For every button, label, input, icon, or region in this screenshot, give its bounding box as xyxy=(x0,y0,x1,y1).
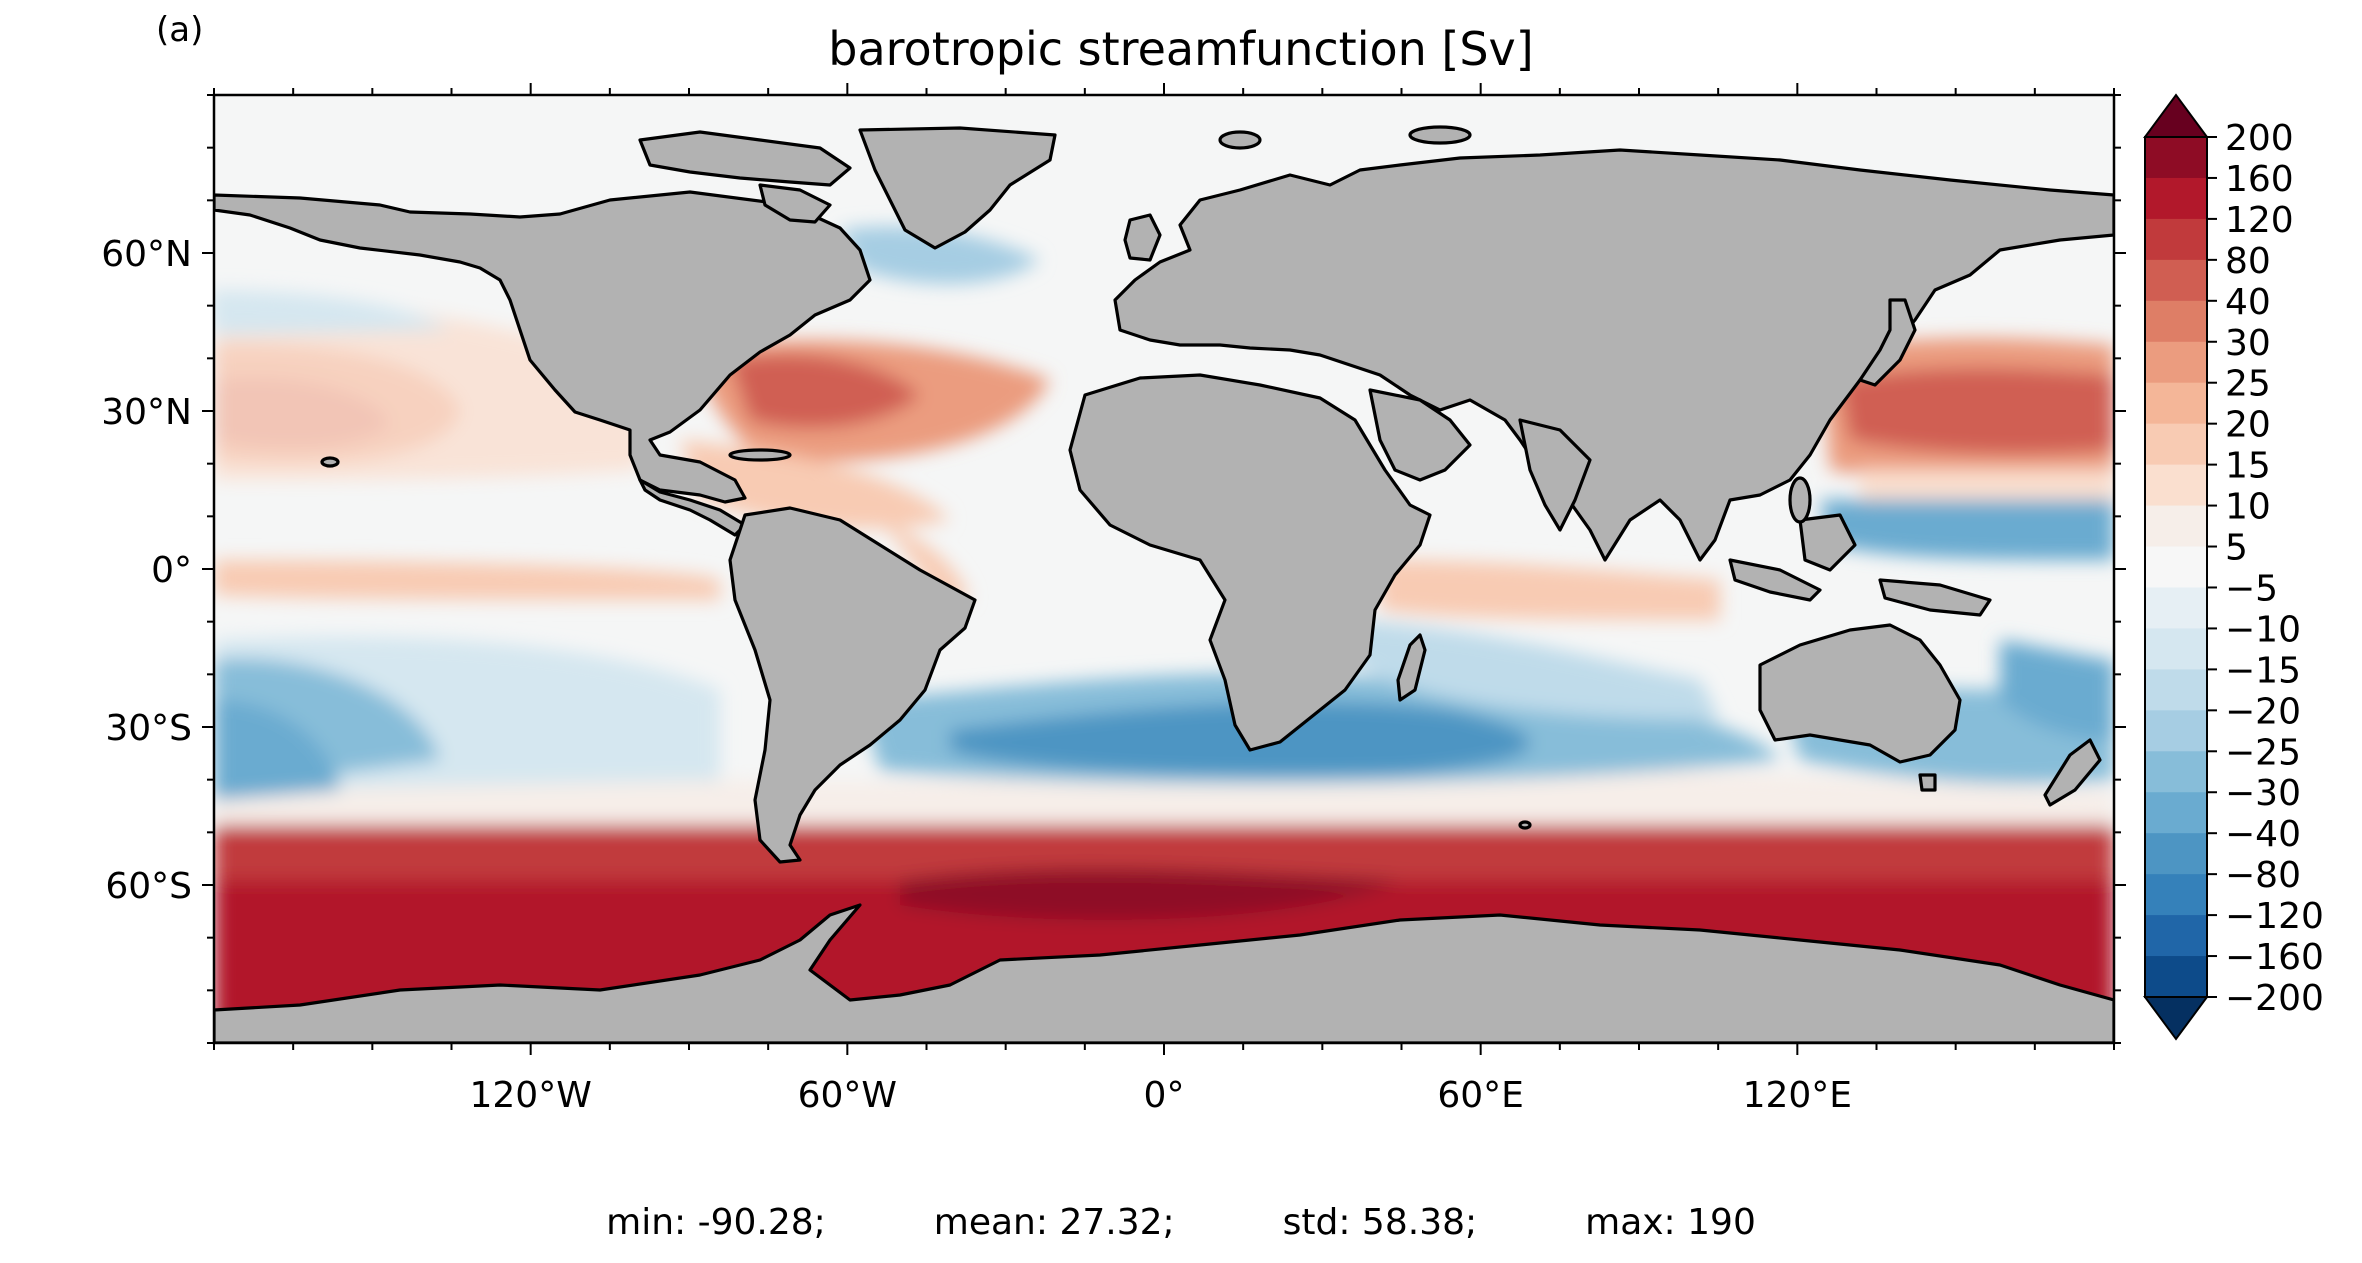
lat-tick-label: 60°S xyxy=(105,866,192,907)
colorbar-tick-label: 5 xyxy=(2225,528,2248,569)
colorbar-bin xyxy=(2145,382,2207,425)
summary-statistics: min: -90.28; mean: 27.32; std: 58.38; ma… xyxy=(0,1192,2362,1252)
australia xyxy=(1758,623,1962,764)
lon-tick-label: 120°E xyxy=(1743,1075,1852,1116)
lat-tick-label: 30°S xyxy=(105,708,192,749)
lat-tick-label: 0° xyxy=(151,550,192,591)
colorbar-bin xyxy=(2145,956,2207,998)
colorbar-tick-label: 120 xyxy=(2225,200,2294,241)
axis-ticks xyxy=(202,83,2126,1055)
colorbar-tick-label: 30 xyxy=(2225,323,2271,364)
colorbar-extend-max xyxy=(2143,93,2209,138)
north-america xyxy=(214,190,872,504)
colorbar-tick-label: 160 xyxy=(2225,159,2294,200)
colorbar-tick-label: 10 xyxy=(2225,487,2271,528)
map-title: barotropic streamfunction [Sv] xyxy=(828,22,1534,76)
madagascar xyxy=(1396,633,1427,702)
colorbar-bin xyxy=(2145,464,2207,507)
colorbar-bin xyxy=(2145,874,2207,916)
svalbard xyxy=(1218,130,1262,150)
colorbar-bin xyxy=(2145,218,2207,261)
colorbar xyxy=(2143,93,2217,1041)
colorbar-bin xyxy=(2145,833,2207,875)
caribbean-islands xyxy=(728,448,792,462)
colorbar-tick-label: 80 xyxy=(2225,241,2271,282)
lat-tick-label: 30°N xyxy=(101,392,192,433)
colorbar-tick-label: −120 xyxy=(2225,896,2324,937)
colorbar-bin xyxy=(2145,300,2207,343)
colorbar-tick-label: −20 xyxy=(2225,691,2301,732)
arabian-peninsula xyxy=(1368,388,1472,482)
hawaii xyxy=(320,456,340,468)
colorbar-tick-label: −25 xyxy=(2225,732,2301,773)
colorbar-tick-label: −30 xyxy=(2225,773,2301,814)
panel-label: (a) xyxy=(156,10,204,50)
colorbar-tick-label: 25 xyxy=(2225,364,2271,405)
colorbar-bin xyxy=(2145,341,2207,384)
novaya-zemlya xyxy=(1408,125,1472,145)
lon-tick-label: 60°W xyxy=(798,1075,897,1116)
colorbar-tick-label: 40 xyxy=(2225,282,2271,323)
colorbar-tick-label: −200 xyxy=(2225,978,2324,1019)
colorbar-tick-label: −160 xyxy=(2225,937,2324,978)
lon-tick-label: 0° xyxy=(1144,1075,1185,1116)
borneo xyxy=(1798,513,1857,572)
kerguelen xyxy=(1518,820,1532,830)
india xyxy=(1518,418,1592,532)
indonesia xyxy=(1728,558,1822,602)
axis-tick-labels: 120°W 60°W 0° 60°E 120°E 60°N 30°N 0° 30°S 60°S xyxy=(101,234,1852,1116)
lon-tick-label: 120°W xyxy=(470,1075,592,1116)
lat-tick-label: 60°N xyxy=(101,234,192,275)
stat-std: std: 58.38; xyxy=(1282,1201,1478,1243)
colorbar-tick-label: −5 xyxy=(2225,568,2278,609)
japan xyxy=(1858,298,1917,387)
colorbar-bin xyxy=(2145,710,2207,752)
colorbar-tick-label: −40 xyxy=(2225,814,2301,855)
new-guinea xyxy=(1878,578,1992,617)
land-masses xyxy=(214,125,2114,1043)
colorbar-tick-label: −10 xyxy=(2225,609,2301,650)
colorbar-tick-label: 20 xyxy=(2225,405,2271,446)
colorbar-bin xyxy=(2145,669,2207,711)
antarctica xyxy=(214,903,2114,1043)
colorbar-extend-min xyxy=(2143,996,2209,1041)
south-america xyxy=(728,506,977,864)
tasmania xyxy=(1918,773,1937,792)
colorbar-bin xyxy=(2145,177,2207,220)
colorbar-bin xyxy=(2145,137,2207,179)
philippines xyxy=(1788,476,1812,524)
arctic-islands xyxy=(638,130,852,187)
colorbar-bin xyxy=(2145,587,2207,629)
british-isles xyxy=(1123,213,1162,262)
colorbar-bin xyxy=(2145,792,2207,834)
colorbar-bin xyxy=(2145,751,2207,793)
colorbar-tick-label: 200 xyxy=(2225,118,2294,159)
colorbar-frame xyxy=(2144,136,2208,998)
colorbar-bin xyxy=(2145,546,2207,588)
colorbar-bin xyxy=(2145,259,2207,302)
stat-mean: mean: 27.32; xyxy=(933,1201,1175,1243)
colorbar-bin xyxy=(2145,423,2207,466)
stat-min: min: -90.28; xyxy=(606,1201,826,1243)
baffin-island xyxy=(758,183,832,224)
stat-max: max: 190 xyxy=(1585,1201,1756,1243)
africa xyxy=(1068,373,1432,752)
colorbar-bin xyxy=(2145,915,2207,957)
lon-tick-label: 60°E xyxy=(1437,1075,1524,1116)
colorbar-tick-label: −80 xyxy=(2225,855,2301,896)
colorbar-tick-label: −15 xyxy=(2225,650,2301,691)
colorbar-bin xyxy=(2145,628,2207,670)
map-plot-area xyxy=(214,95,2114,1043)
streamfunction-field xyxy=(214,226,2114,1043)
greenland xyxy=(858,126,1057,250)
colorbar-bin xyxy=(2145,505,2207,548)
colorbar-tick-label: 15 xyxy=(2225,446,2271,487)
central-america xyxy=(638,478,747,537)
colorbar-tick-labels: 200160120804030252015105−5−10−15−20−25−3… xyxy=(2225,118,2324,1019)
new-zealand xyxy=(2043,738,2102,807)
